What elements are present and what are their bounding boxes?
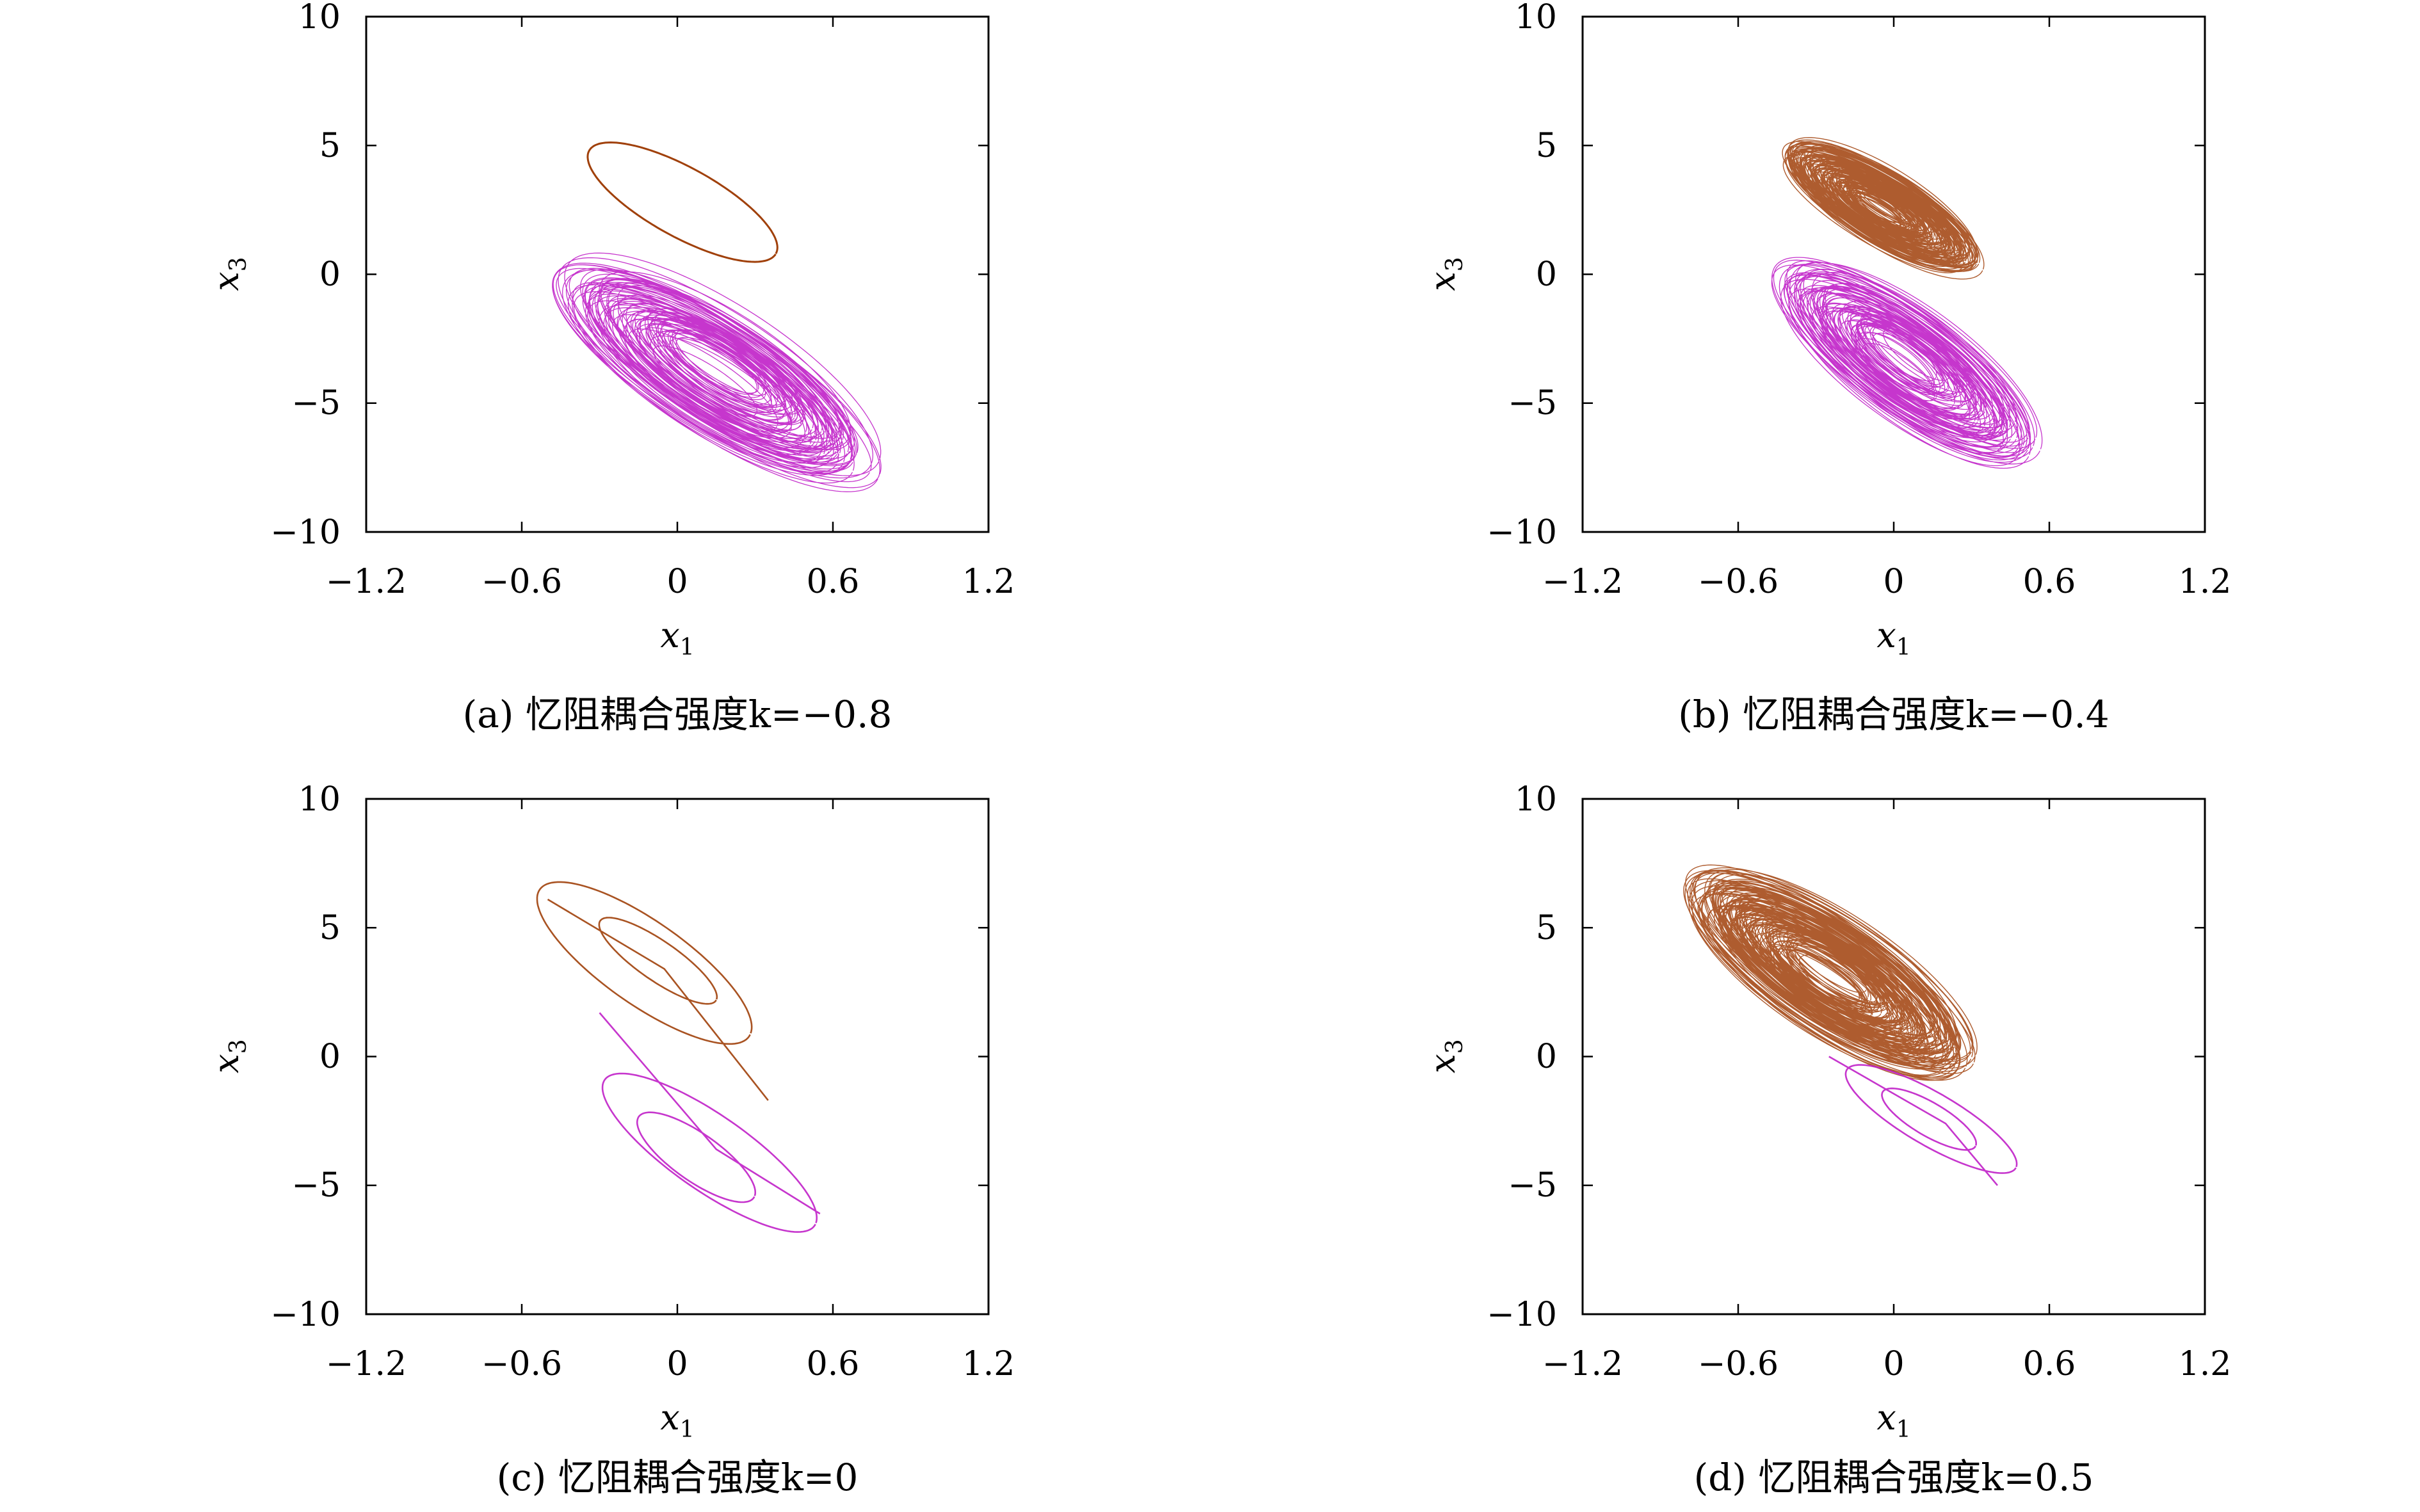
y-ticks-c xyxy=(366,798,988,1315)
y-tick-label: −10 xyxy=(1487,513,1557,552)
x-tick-label: 0.6 xyxy=(2023,1345,2076,1383)
panel-caption: (d) 忆阻耦合强度k=0.5 xyxy=(1694,1456,2094,1499)
attractor-series xyxy=(536,881,769,1101)
y-tick-label: 0 xyxy=(319,1038,341,1076)
y-tick-label: −5 xyxy=(291,384,341,422)
y-tick-label: 0 xyxy=(319,255,341,294)
x-tick-label: −0.6 xyxy=(481,563,562,601)
y-tick-label: 5 xyxy=(319,909,341,947)
x-ticks-d xyxy=(1581,799,2206,1314)
x-ticks-c xyxy=(365,799,990,1314)
x-tick-label: −1.2 xyxy=(1542,563,1623,601)
x-tick-label: 0 xyxy=(666,1345,688,1383)
y-ticks-b xyxy=(1583,15,2205,533)
axes-frame-a xyxy=(365,15,990,533)
attractor-series xyxy=(1782,137,1985,280)
axis-label-subscript: 3 xyxy=(1442,1039,1468,1054)
x-tick-label: 1.2 xyxy=(962,563,1015,601)
x-axis-label: x1 xyxy=(1876,1397,1910,1443)
axis-label-subscript: 3 xyxy=(1442,257,1468,271)
panel-caption: (b) 忆阻耦合强度k=−0.4 xyxy=(1678,693,2109,736)
x-ticks-a xyxy=(365,17,990,532)
axis-label-subscript: 1 xyxy=(680,1417,695,1443)
panel-caption: (c) 忆阻耦合强度k=0 xyxy=(497,1456,859,1499)
attractor-series xyxy=(552,252,882,492)
axis-label-subscript: 1 xyxy=(1896,634,1911,661)
panel-c: −1.2 −0.6 0 0.6 1.2 10 5 0 −5 −10 x1 x3 … xyxy=(206,780,1015,1499)
panel-a: −1.2 −0.6 0 0.6 1.2 10 5 0 −5 −10 x1 x3 … xyxy=(206,0,1015,736)
x-tick-label: −1.2 xyxy=(1542,1345,1623,1383)
panel-d: −1.2 −0.6 0 0.6 1.2 10 5 0 −5 −10 x1 x3 … xyxy=(1423,780,2231,1499)
axes-frame-c xyxy=(365,798,990,1315)
plot-area-d xyxy=(1683,864,2018,1186)
x-ticks-b xyxy=(1581,17,2206,532)
x-tick-label: 1.2 xyxy=(2179,563,2232,601)
y-tick-label: 5 xyxy=(1536,127,1557,165)
x-tick-label: 1.2 xyxy=(2179,1345,2232,1383)
x-tick-label: −1.2 xyxy=(326,563,407,601)
attractor-series xyxy=(1828,1056,2018,1186)
panel-caption: (a) 忆阻耦合强度k=−0.8 xyxy=(463,693,892,736)
x-tick-label: 0 xyxy=(666,563,688,601)
y-tick-label: −5 xyxy=(1508,1166,1557,1205)
x-axis-label: x1 xyxy=(660,1397,694,1443)
y-tick-label: 10 xyxy=(298,0,341,36)
axis-label-subscript: 1 xyxy=(680,634,695,661)
axes-frame-b xyxy=(1581,15,2206,533)
x-tick-label: −0.6 xyxy=(1698,1345,1779,1383)
y-axis-label: x3 xyxy=(206,1039,252,1073)
y-ticks-d xyxy=(1583,798,2205,1315)
axis-label-subscript: 1 xyxy=(1896,1417,1911,1443)
y-ticks-a xyxy=(366,15,988,533)
x-tick-label: 0.6 xyxy=(807,1345,860,1383)
attractor-series xyxy=(599,1012,821,1233)
attractor-series xyxy=(1771,257,2043,469)
y-axis-label: x3 xyxy=(206,257,252,291)
x-axis-label: x1 xyxy=(660,615,694,661)
x-tick-label: −1.2 xyxy=(326,1345,407,1383)
y-axis-label: x3 xyxy=(1423,257,1468,291)
x-tick-label: 0.6 xyxy=(2023,563,2076,601)
y-axis-label: x3 xyxy=(1423,1039,1468,1073)
panel-b: −1.2 −0.6 0 0.6 1.2 10 5 0 −5 −10 x1 x3 … xyxy=(1423,0,2231,736)
y-tick-label: 5 xyxy=(1536,909,1557,947)
y-tick-label: −10 xyxy=(1487,1296,1557,1334)
y-tick-label: 10 xyxy=(1515,780,1557,819)
attractor-series xyxy=(586,141,778,263)
x-tick-label: 1.2 xyxy=(962,1345,1015,1383)
y-tick-label: −10 xyxy=(270,513,341,552)
axis-label-subscript: 3 xyxy=(225,1039,252,1054)
y-tick-label: −5 xyxy=(1508,384,1557,422)
x-tick-label: 0 xyxy=(1883,1345,1904,1383)
y-tick-label: −10 xyxy=(270,1296,341,1334)
y-tick-label: 0 xyxy=(1536,1038,1557,1076)
x-tick-label: 0.6 xyxy=(807,563,860,601)
plot-area-b xyxy=(1771,137,2043,469)
y-tick-label: 5 xyxy=(319,127,341,165)
y-tick-label: 10 xyxy=(1515,0,1557,36)
y-tick-label: 10 xyxy=(298,780,341,819)
x-tick-label: −0.6 xyxy=(481,1345,562,1383)
x-tick-label: −0.6 xyxy=(1698,563,1779,601)
axis-label-subscript: 3 xyxy=(225,257,252,271)
plot-area-c xyxy=(536,881,821,1233)
y-tick-label: −5 xyxy=(291,1166,341,1205)
plot-area-a xyxy=(552,141,882,492)
y-tick-label: 0 xyxy=(1536,255,1557,294)
x-tick-label: 0 xyxy=(1883,563,1904,601)
x-axis-label: x1 xyxy=(1876,615,1910,661)
attractor-series xyxy=(1683,864,1978,1081)
